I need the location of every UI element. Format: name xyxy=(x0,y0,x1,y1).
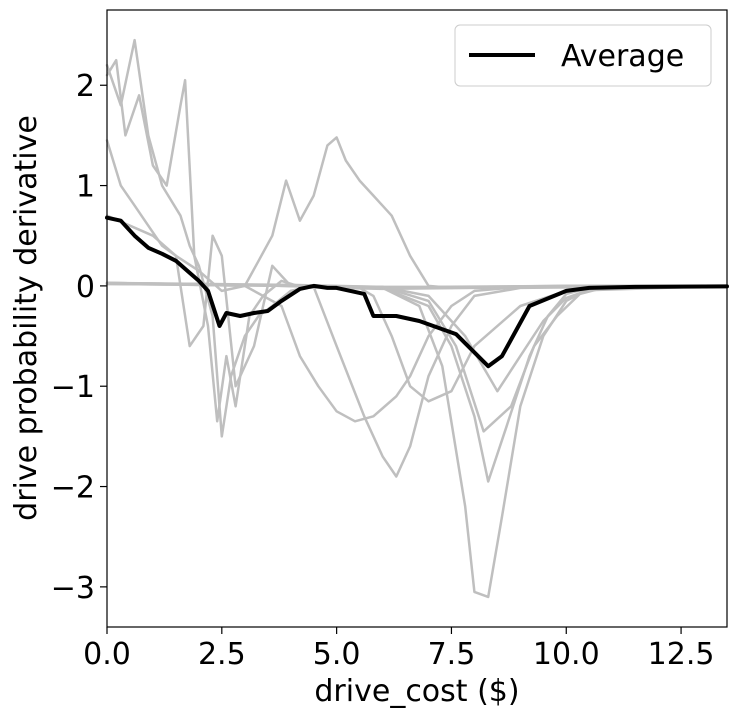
legend: Average xyxy=(454,24,712,87)
x-tick-label: 0.0 xyxy=(83,637,131,672)
y-tick-label: −3 xyxy=(51,571,95,606)
x-tick-label: 7.5 xyxy=(428,637,476,672)
x-tick-label: 10.0 xyxy=(533,637,600,672)
series-line-individual-9 xyxy=(105,282,729,483)
y-tick-label: 1 xyxy=(76,170,95,205)
y-tick-label: −1 xyxy=(51,370,95,405)
series-line-individual-6 xyxy=(105,281,729,478)
series-line-average xyxy=(105,215,729,369)
series-line-individual-11 xyxy=(105,281,729,393)
series-line-individual-4 xyxy=(105,136,729,293)
series-line-individual-1 xyxy=(105,38,729,438)
legend-label-average: Average xyxy=(561,39,684,74)
x-axis-title: drive_cost ($) xyxy=(314,674,519,709)
series-lines xyxy=(105,38,729,599)
x-tick-label: 12.5 xyxy=(648,637,715,672)
legend-box xyxy=(454,24,712,87)
series-line-individual-3 xyxy=(105,139,729,388)
x-tick-label: 2.5 xyxy=(198,637,246,672)
x-axis-ticks: 0.0 2.5 5.0 7.5 10.0 12.5 xyxy=(83,627,714,672)
series-line-individual-2 xyxy=(105,58,729,423)
y-tick-label: 2 xyxy=(76,69,95,104)
y-axis-ticks: −3 −2 −1 0 1 2 xyxy=(51,69,107,606)
plot-frame xyxy=(106,9,728,628)
y-axis-title: drive probability derivative xyxy=(9,115,44,521)
y-tick-label: 0 xyxy=(76,270,95,305)
x-tick-label: 5.0 xyxy=(313,637,361,672)
y-tick-label: −2 xyxy=(51,471,95,506)
